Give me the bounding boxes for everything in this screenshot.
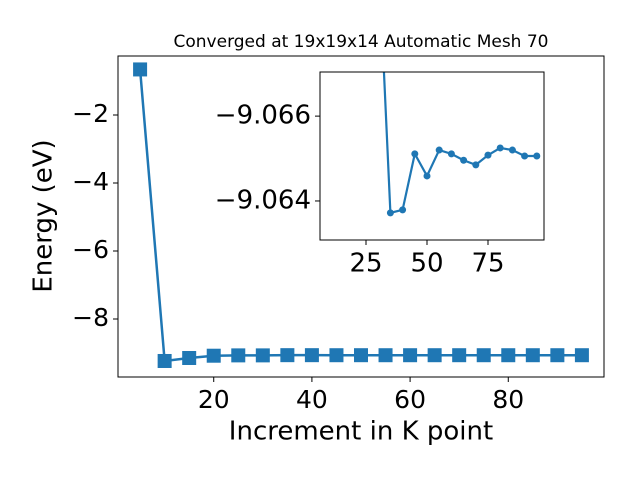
marker [399, 206, 407, 214]
y-tick-label: −8 [72, 303, 109, 332]
x-axis-label: Increment in K point [229, 417, 493, 447]
y-tick-label: −2 [72, 99, 109, 128]
marker [508, 146, 516, 154]
series-group [133, 62, 589, 368]
marker [550, 348, 565, 363]
x-tick-label: 50 [410, 249, 443, 279]
x-tick-label: 75 [471, 249, 504, 279]
marker [255, 348, 270, 363]
marker [182, 350, 197, 365]
marker [133, 62, 148, 77]
x-tick-label: 20 [198, 385, 230, 414]
marker [435, 146, 443, 154]
marker [501, 348, 516, 363]
marker [403, 348, 418, 363]
plot-area [320, 72, 544, 240]
marker [423, 172, 431, 180]
marker [525, 348, 540, 363]
marker [329, 348, 344, 363]
marker [460, 156, 468, 164]
marker [472, 161, 480, 169]
marker [533, 152, 541, 160]
chart-title: Converged at 19x19x14 Automatic Mesh 70 [174, 32, 549, 52]
marker [280, 348, 295, 363]
y-tick-label: −4 [72, 167, 109, 196]
series-group [382, 72, 541, 217]
marker [521, 152, 529, 160]
marker [378, 348, 393, 363]
marker [231, 348, 246, 363]
plot-frame [319, 71, 545, 241]
x-tick-label: 25 [349, 249, 382, 279]
x-tick-label: 80 [492, 385, 524, 414]
marker [496, 144, 504, 152]
marker [574, 348, 589, 363]
marker [304, 348, 319, 363]
marker [452, 348, 467, 363]
marker [354, 348, 368, 363]
marker [476, 348, 491, 363]
x-tick-label: 40 [296, 385, 328, 414]
x-tick-label: 60 [394, 385, 426, 414]
marker [386, 209, 394, 217]
y-tick-label: −9.064 [215, 185, 311, 215]
y-axis-label: Energy (eV) [29, 139, 59, 292]
marker [157, 353, 172, 368]
y-tick-label: −9.066 [215, 101, 311, 131]
marker [447, 150, 455, 158]
marker [206, 348, 221, 363]
marker [427, 348, 442, 363]
plot-frame [117, 55, 605, 378]
marker [411, 150, 419, 158]
marker [484, 151, 492, 159]
y-tick-label: −6 [72, 235, 109, 264]
